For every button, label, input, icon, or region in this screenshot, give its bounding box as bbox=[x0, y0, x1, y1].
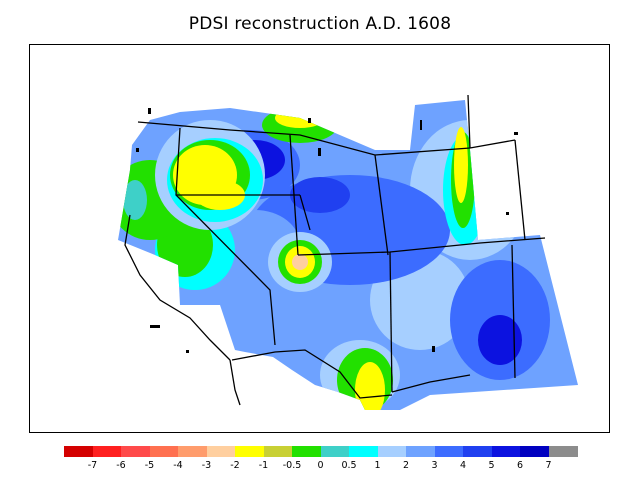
legend-swatch bbox=[406, 446, 435, 457]
legend-tick-label: 0.5 bbox=[341, 460, 357, 471]
legend-tick-label: 4 bbox=[459, 460, 467, 471]
legend-tick-label: -5 bbox=[144, 460, 155, 471]
legend-tick-label: 0 bbox=[317, 460, 324, 471]
legend-swatch bbox=[463, 446, 492, 457]
legend-tick-label: 7 bbox=[545, 460, 552, 471]
legend-tick-label: -2 bbox=[230, 460, 240, 471]
legend-tick-label: 3 bbox=[431, 460, 438, 471]
legend-swatch bbox=[64, 446, 93, 457]
legend-tick-label: -0.5 bbox=[282, 460, 302, 471]
legend-swatch bbox=[349, 446, 378, 457]
legend-tick-label: 1 bbox=[374, 460, 381, 471]
legend-swatch bbox=[548, 446, 578, 457]
legend-swatch bbox=[377, 446, 407, 457]
legend-swatch bbox=[178, 446, 207, 457]
map-title: PDSI reconstruction A.D. 1608 bbox=[188, 14, 452, 34]
legend-swatch bbox=[263, 446, 293, 457]
legend-swatch bbox=[491, 446, 521, 457]
legend-tick-label: 5 bbox=[488, 460, 495, 471]
legend-swatch bbox=[206, 446, 236, 457]
legend-tick-label: -7 bbox=[87, 460, 98, 471]
legend-tick-label: -3 bbox=[201, 460, 212, 471]
legend-swatch bbox=[235, 446, 264, 457]
map-frame bbox=[29, 44, 610, 433]
lake-marks bbox=[136, 108, 518, 353]
boundary-lines bbox=[124, 94, 546, 406]
legend-swatch bbox=[320, 446, 350, 457]
legend-swatch bbox=[520, 446, 549, 457]
legend-swatch bbox=[92, 446, 122, 457]
legend-swatch bbox=[292, 446, 321, 457]
legend-tick-label: -6 bbox=[116, 460, 126, 471]
legend-tick-label: -4 bbox=[173, 460, 183, 471]
legend-swatch bbox=[434, 446, 464, 457]
legend-tick-label: -1 bbox=[258, 460, 269, 471]
legend-swatch bbox=[149, 446, 179, 457]
pdsi-field bbox=[118, 100, 578, 410]
legend-tick-label: 6 bbox=[516, 460, 524, 471]
legend-tick-label: 2 bbox=[402, 460, 410, 471]
legend-swatch bbox=[121, 446, 150, 457]
